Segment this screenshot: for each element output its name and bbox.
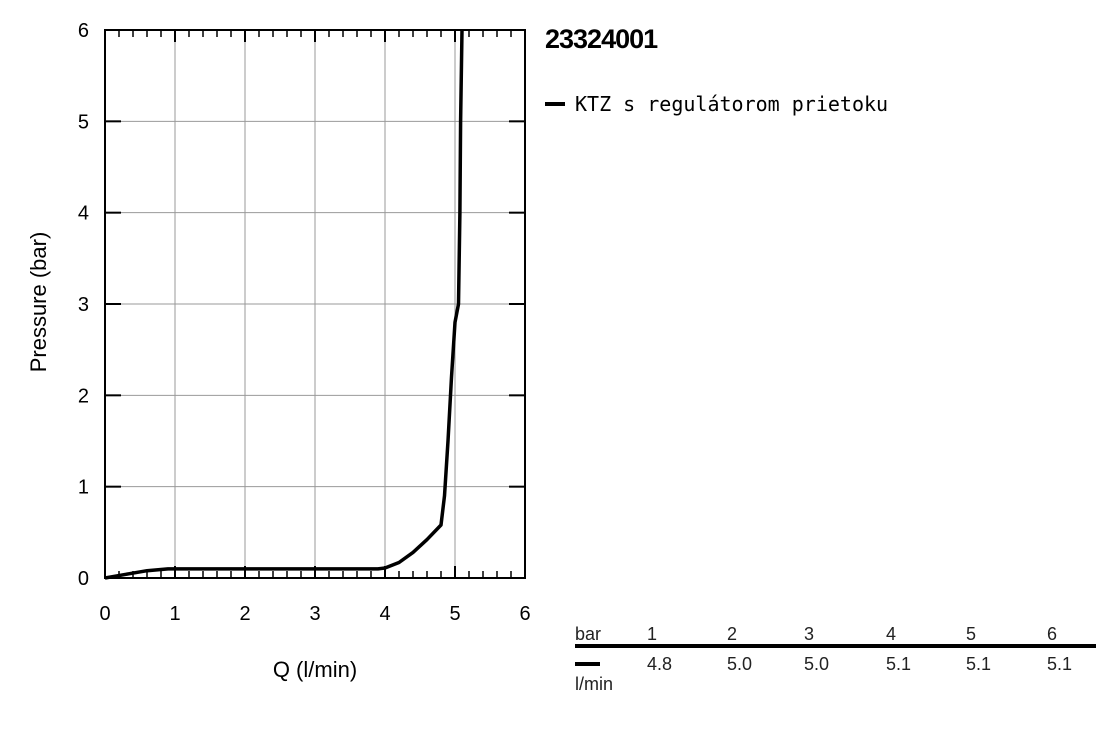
table-header-cell: 5	[966, 624, 977, 644]
table-cell: 5.1	[966, 654, 992, 674]
table-divider	[575, 644, 1096, 648]
table-cell: 5.1	[886, 654, 912, 674]
y-tick-label: 0	[78, 568, 89, 590]
x-tick-label: 1	[169, 603, 180, 625]
table-header-cell: 1	[647, 624, 658, 644]
y-tick-labels: 0 1 2 3 4 5 6	[78, 20, 89, 590]
table-header-cell: 6	[1047, 624, 1058, 644]
table-header-cell: 4	[886, 624, 897, 644]
table-cell: 5.1	[1047, 654, 1073, 674]
table-header-row: bar 1 2 3 4 5 6	[575, 624, 1095, 646]
x-tick-label: 4	[379, 603, 390, 625]
table-header-cell: 3	[804, 624, 815, 644]
table-cell: 4.8	[647, 654, 673, 674]
y-tick-label: 3	[78, 294, 89, 316]
x-tick-label: 0	[99, 603, 110, 625]
table-cell: 5.0	[804, 654, 830, 674]
pressure-flow-chart: 0 1 2 3 4 5 6 0 1 2 3 4 5 6 Q (l/min) Pressure (bar)	[26, 20, 531, 682]
table-data-row: 4.8 5.0 5.0 5.1 5.1 5.1	[575, 654, 1095, 676]
x-tick-label: 3	[309, 603, 320, 625]
flow-table: bar 1 2 3 4 5 6 4.8 5.0 5.0 5.1 5.1 5.1	[575, 624, 1095, 676]
legend-label: KTZ s regulátorom prietoku	[575, 92, 889, 116]
minor-ticks	[118, 30, 512, 578]
y-tick-label: 1	[78, 477, 89, 499]
legend-swatch	[545, 102, 565, 106]
table-cell: 5.0	[727, 654, 753, 674]
table-header-unit: bar	[575, 624, 602, 644]
y-axis-label: Pressure (bar)	[26, 232, 51, 373]
x-tick-label: 6	[519, 603, 530, 625]
x-tick-labels: 0 1 2 3 4 5 6	[99, 603, 530, 625]
table-header-cell: 2	[727, 624, 738, 644]
x-axis-label: Q (l/min)	[273, 657, 357, 682]
x-tick-label: 2	[239, 603, 250, 625]
y-tick-label: 5	[78, 111, 89, 133]
y-tick-label: 2	[78, 385, 89, 407]
series-line-ktz	[104, 29, 464, 580]
chart-title: 23324001	[545, 24, 658, 54]
table-row-unit: l/min	[575, 674, 614, 694]
legend: KTZ s regulátorom prietoku	[545, 92, 888, 116]
table-series-swatch	[575, 662, 600, 666]
y-tick-label: 4	[78, 203, 89, 225]
x-tick-label: 5	[449, 603, 460, 625]
y-tick-label: 6	[78, 20, 89, 42]
